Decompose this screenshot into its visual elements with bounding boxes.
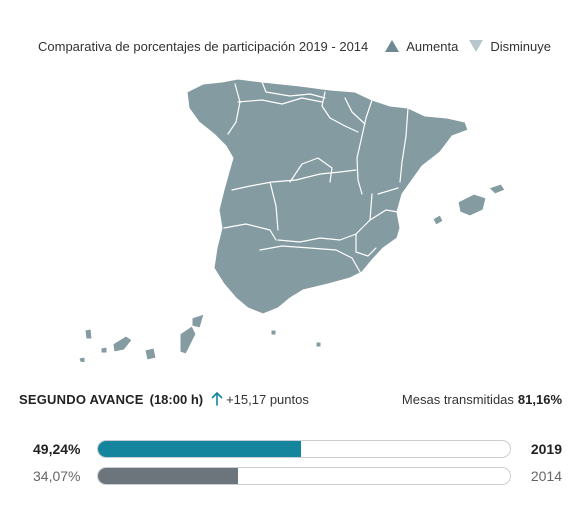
lanzarote-island (191, 313, 205, 329)
mesas-value: 81,16% (517, 391, 562, 407)
ibiza-island (432, 214, 444, 226)
tenerife-island (112, 335, 133, 353)
track-2019 (97, 440, 511, 458)
mallorca-island (457, 193, 487, 217)
track-2014 (97, 467, 511, 485)
gran-canaria-island (144, 347, 157, 361)
region-borders (223, 81, 409, 273)
pct-2014: 34,07% (33, 468, 81, 484)
spain-map (78, 78, 506, 362)
menorca-island (488, 183, 506, 195)
fill-2014 (98, 468, 239, 484)
legend-decrease-label: Disminuye (490, 38, 551, 54)
arrow-up-icon (211, 392, 223, 406)
summary-row: SEGUNDO AVANCE (18:00 h) +15,17 puntos M… (19, 389, 562, 409)
triangle-up-icon (385, 40, 400, 52)
participation-bar-2019: 49,24% 2019 (33, 439, 562, 459)
delta-points: +15,17 puntos (226, 391, 309, 407)
gomera-island (100, 346, 108, 354)
phase-time: (18:00 h) (149, 391, 204, 407)
fill-2019 (98, 441, 301, 457)
pct-2019: 49,24% (33, 441, 81, 457)
phase-label: SEGUNDO AVANCE (19, 391, 144, 407)
legend-increase-label: Aumenta (406, 38, 459, 54)
hierro-island (78, 356, 86, 362)
year-2014: 2014 (530, 468, 562, 484)
fuerteventura-island (179, 325, 197, 355)
year-2019: 2019 (530, 441, 562, 457)
palma-island (84, 328, 93, 340)
legend-increase: Aumenta (384, 39, 458, 54)
legend-title: Comparativa de porcentajes de participac… (38, 38, 369, 54)
legend-decrease: Disminuye (468, 39, 551, 54)
peninsula-region (186, 78, 469, 315)
ceuta (270, 329, 277, 336)
mesas-label: Mesas transmitidas (401, 391, 514, 407)
participation-bar-2014: 34,07% 2014 (33, 466, 562, 486)
triangle-down-icon (469, 40, 484, 52)
map-legend: Comparativa de porcentajes de participac… (38, 36, 564, 56)
melilla (315, 341, 322, 348)
